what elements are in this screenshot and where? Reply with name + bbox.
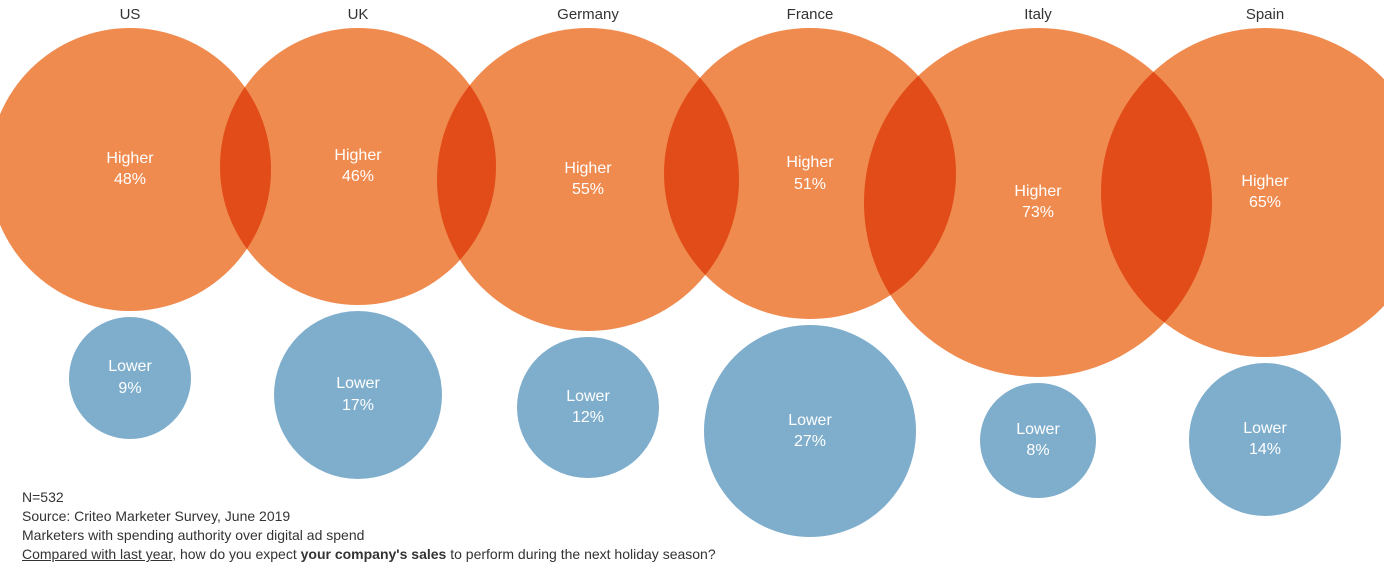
country-label: Spain bbox=[1246, 6, 1284, 23]
lower-bubble: Lower14% bbox=[1189, 363, 1342, 516]
question-line: Compared with last year, how do you expe… bbox=[22, 545, 716, 564]
higher-label: Higher bbox=[786, 152, 833, 174]
lower-value: 14% bbox=[1249, 439, 1281, 461]
higher-value: 55% bbox=[572, 179, 604, 201]
lower-label: Lower bbox=[1016, 419, 1060, 441]
higher-value: 73% bbox=[1022, 202, 1054, 224]
higher-label: Higher bbox=[1014, 181, 1061, 203]
lower-value: 27% bbox=[794, 431, 826, 453]
audience-line: Marketers with spending authority over d… bbox=[22, 526, 716, 545]
lower-bubble: Lower17% bbox=[274, 311, 442, 479]
lower-value: 8% bbox=[1026, 440, 1049, 462]
question-bold: your company's sales bbox=[301, 546, 447, 562]
higher-label: Higher bbox=[106, 148, 153, 170]
lower-label: Lower bbox=[1243, 418, 1287, 440]
n-size: N=532 bbox=[22, 488, 716, 507]
lower-label: Lower bbox=[788, 410, 832, 432]
country-label: Germany bbox=[557, 6, 619, 23]
lower-label: Lower bbox=[336, 373, 380, 395]
lower-bubble: Lower12% bbox=[517, 337, 658, 478]
question-prefix: Compared with last year bbox=[22, 546, 172, 562]
country-label: Italy bbox=[1024, 6, 1052, 23]
question-mid: , how do you expect bbox=[172, 546, 300, 562]
higher-value: 51% bbox=[794, 174, 826, 196]
lower-value: 17% bbox=[342, 395, 374, 417]
lower-bubble: Lower8% bbox=[980, 383, 1095, 498]
higher-value: 46% bbox=[342, 166, 374, 188]
lower-value: 12% bbox=[572, 407, 604, 429]
lower-bubble: Lower27% bbox=[704, 325, 916, 537]
lower-label: Lower bbox=[108, 356, 152, 378]
higher-label: Higher bbox=[334, 145, 381, 167]
lower-bubble: Lower9% bbox=[69, 317, 191, 439]
country-label: US bbox=[120, 6, 141, 23]
lower-value: 9% bbox=[118, 378, 141, 400]
question-suffix: to perform during the next holiday seaso… bbox=[446, 546, 715, 562]
country-label: France bbox=[787, 6, 834, 23]
source-line: Source: Criteo Marketer Survey, June 201… bbox=[22, 507, 716, 526]
higher-label: Higher bbox=[1241, 171, 1288, 193]
lower-label: Lower bbox=[566, 386, 610, 408]
higher-value: 65% bbox=[1249, 192, 1281, 214]
country-label: UK bbox=[348, 6, 369, 23]
higher-label: Higher bbox=[564, 158, 611, 180]
higher-value: 48% bbox=[114, 169, 146, 191]
chart-footer: N=532 Source: Criteo Marketer Survey, Ju… bbox=[22, 488, 716, 564]
